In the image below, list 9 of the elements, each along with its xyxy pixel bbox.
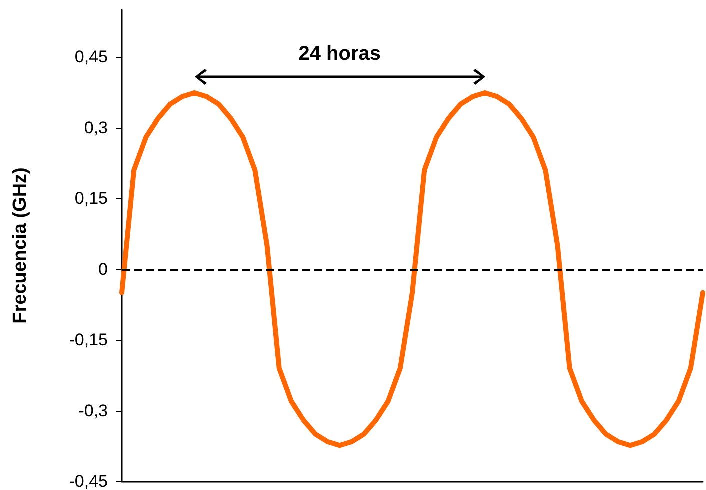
- y-tick-label: 0,3: [84, 118, 108, 138]
- y-tick-label: -0,15: [69, 330, 108, 350]
- y-tick-label: 0,45: [74, 48, 108, 67]
- y-tick-label: 0,15: [74, 189, 108, 208]
- y-axis-title: Frecuencia (GHz): [10, 168, 31, 324]
- annotation: 24 horas: [298, 42, 382, 66]
- y-tick-label: -0,45: [69, 472, 108, 490]
- y-tick-label: 0: [98, 260, 108, 279]
- y-tick-label: -0,3: [78, 401, 108, 420]
